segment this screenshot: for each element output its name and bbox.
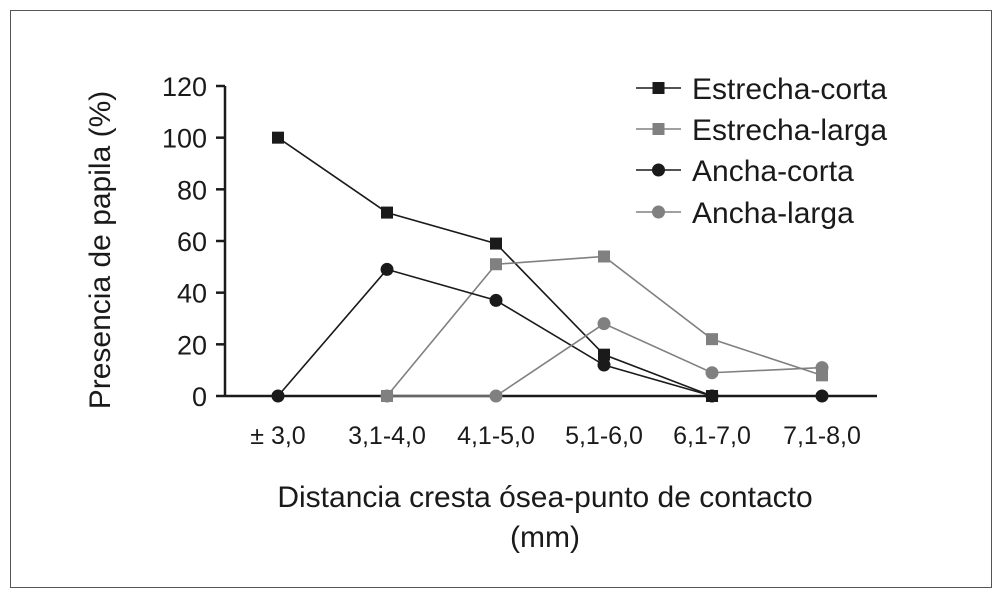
data-point-ancha-corta [705, 389, 719, 403]
data-point-ancha-corta [489, 293, 503, 307]
x-tick-label: 7,1-8,0 [783, 422, 861, 450]
series-line-ancha-corta [277, 268, 822, 397]
x-axis-label-line-1: Distancia cresta ósea-punto de contacto [277, 481, 812, 514]
y-tick-label: 0 [192, 382, 207, 412]
data-point-ancha-corta [380, 262, 394, 276]
data-point-estrecha-corta [598, 348, 610, 361]
legend-marker-ancha-larga [652, 205, 665, 219]
data-point-ancha-corta [271, 389, 285, 403]
x-tick-label: ± 3,0 [250, 422, 305, 450]
x-tick-label: 4,1-5,0 [457, 422, 535, 450]
data-point-estrecha-corta [272, 131, 284, 144]
y-tick-label: 120 [162, 72, 207, 102]
legend-marker-estrecha-corta [652, 82, 665, 94]
data-point-ancha-larga [815, 361, 829, 375]
x-tick-label: 3,1-4,0 [348, 422, 426, 450]
y-tick-label: 100 [162, 124, 207, 154]
data-point-estrecha-corta [381, 206, 393, 219]
axes: 0 20 40 60 80 100 120 ± 3,0 3,1-4,0 4,1-5,0 5,1-6,… [162, 72, 877, 450]
data-point-ancha-corta [815, 389, 829, 403]
x-axis-label-line-2: (mm) [510, 521, 580, 554]
data-point-estrecha-larga [598, 250, 610, 263]
y-tick-label: 60 [177, 227, 207, 257]
data-point-estrecha-larga [490, 258, 502, 271]
x-tick-label: 5,1-6,0 [565, 422, 643, 450]
legend-label-ancha-corta: Ancha-corta [692, 155, 854, 188]
data-point-ancha-larga [597, 317, 611, 331]
y-axis-label: Presencia de papila (%) [84, 91, 117, 410]
legend-label-ancha-larga: Ancha-larga [692, 197, 854, 230]
legend-marker-estrecha-larga [652, 123, 665, 135]
data-point-ancha-corta [597, 358, 611, 372]
legend: Estrecha-corta Estrecha-larga Ancha-corta A… [636, 73, 887, 230]
data-point-ancha-larga [705, 366, 719, 380]
series-markers [271, 131, 829, 403]
data-point-ancha-larga [489, 389, 503, 403]
y-tick-label: 20 [177, 330, 207, 360]
x-tick-label: 6,1-7,0 [673, 422, 751, 450]
legend-label-estrecha-corta: Estrecha-corta [692, 73, 887, 106]
data-point-estrecha-corta [490, 237, 502, 250]
data-point-ancha-larga [380, 389, 394, 403]
y-tick-label: 80 [177, 175, 207, 205]
legend-label-estrecha-larga: Estrecha-larga [692, 114, 887, 147]
y-tick-label: 40 [177, 279, 207, 309]
legend-marker-ancha-corta [652, 163, 665, 177]
axis-labels: Presencia de papila (%) Distancia cresta… [84, 91, 813, 554]
data-point-estrecha-larga [706, 333, 718, 346]
